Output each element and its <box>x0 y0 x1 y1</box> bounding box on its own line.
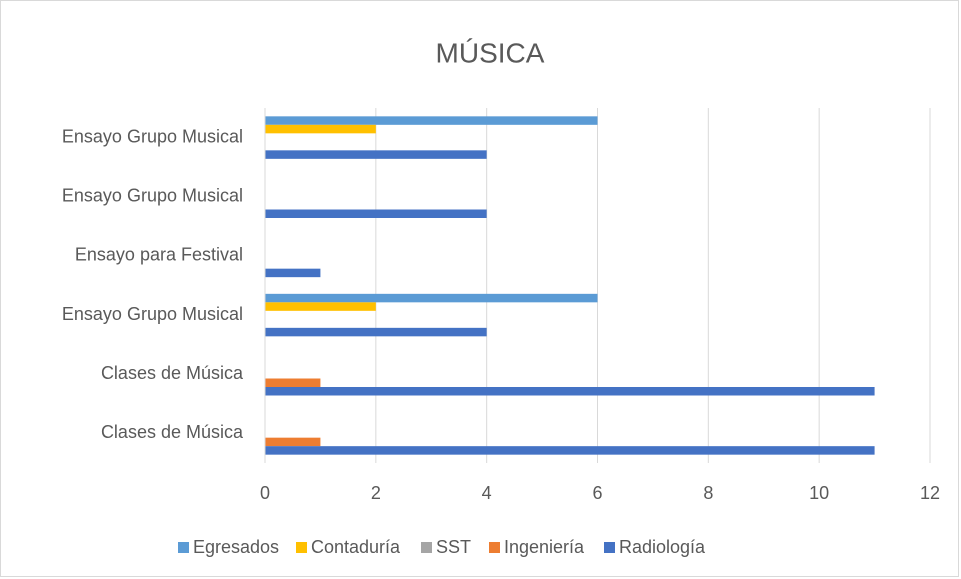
legend-label: Radiología <box>619 537 706 557</box>
legend-label: SST <box>436 537 471 557</box>
legend-swatch <box>604 542 615 553</box>
y-tick-label: Ensayo Grupo Musical <box>62 186 243 206</box>
x-tick-label: 12 <box>920 483 940 503</box>
y-tick-label: Ensayo Grupo Musical <box>62 126 243 146</box>
legend-swatch <box>178 542 189 553</box>
bar <box>265 116 598 125</box>
x-tick-label: 6 <box>592 483 602 503</box>
bar <box>265 387 875 396</box>
bar <box>265 268 321 278</box>
x-tick-label: 0 <box>260 483 270 503</box>
legend-label: Contaduría <box>311 537 401 557</box>
chart-title: MÚSICA <box>436 37 545 68</box>
legend-swatch <box>489 542 500 553</box>
bar <box>265 446 875 455</box>
legend-label: Egresados <box>193 537 279 557</box>
x-tick-label: 10 <box>809 483 829 503</box>
bar <box>265 302 376 311</box>
y-tick-label: Ensayo para Festival <box>75 245 243 265</box>
y-tick-label: Clases de Música <box>101 363 244 383</box>
bar <box>265 209 487 218</box>
y-tick-label: Ensayo Grupo Musical <box>62 304 243 324</box>
x-tick-label: 2 <box>371 483 381 503</box>
legend-label: Ingeniería <box>504 537 585 557</box>
bar <box>265 293 598 303</box>
legend-swatch <box>296 542 307 553</box>
bar <box>265 150 487 159</box>
legend-swatch <box>421 542 432 553</box>
bar <box>265 378 321 387</box>
bar <box>265 124 376 134</box>
bar <box>265 437 321 447</box>
y-tick-label: Clases de Música <box>101 422 244 442</box>
bar <box>265 327 487 337</box>
x-tick-label: 8 <box>703 483 713 503</box>
x-tick-label: 4 <box>482 483 492 503</box>
